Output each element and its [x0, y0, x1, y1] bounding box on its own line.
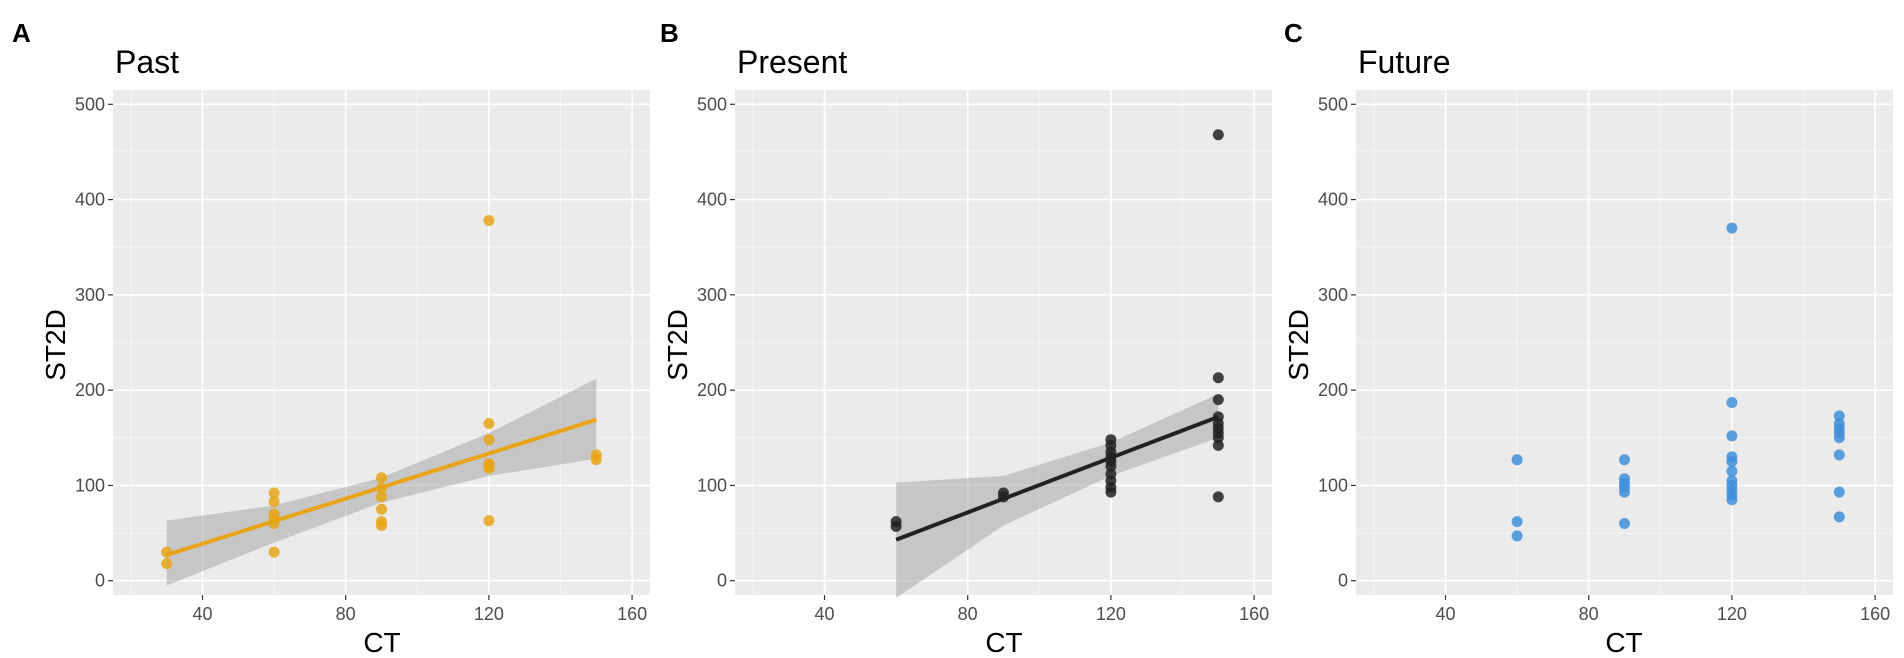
- chart-title: Future: [1358, 44, 1450, 80]
- y-tick-label: 500: [75, 94, 105, 114]
- y-tick-label: 0: [717, 571, 727, 591]
- chart-future: Future CT ST2D 40 80 120 160 0 100 200 300 400 50…: [1283, 44, 1893, 658]
- data-point: [890, 516, 902, 528]
- x-tick-label: 40: [192, 604, 212, 624]
- data-point: [1726, 465, 1738, 477]
- x-axis-label: CT: [1605, 627, 1642, 658]
- data-point: [268, 508, 280, 520]
- chart-past: Past CT ST2D 40 80 120 160 0 100 200 300 400 500: [40, 44, 650, 658]
- data-point: [1726, 451, 1738, 463]
- data-point: [1726, 430, 1738, 442]
- data-point: [483, 215, 495, 227]
- data-point: [161, 558, 173, 570]
- y-tick-label: 300: [75, 285, 105, 305]
- x-tick-label: 160: [1860, 604, 1890, 624]
- x-tick-label: 120: [1096, 604, 1126, 624]
- x-tick-label: 80: [958, 604, 978, 624]
- y-tick-label: 100: [1318, 475, 1348, 495]
- data-point: [1212, 394, 1224, 406]
- data-point: [1105, 434, 1117, 446]
- y-tick-label: 500: [697, 94, 727, 114]
- data-point: [1212, 439, 1224, 451]
- plot-area: [113, 90, 650, 595]
- chart-title: Present: [737, 44, 847, 80]
- x-tick-label: 40: [1435, 604, 1455, 624]
- data-point: [1511, 454, 1523, 466]
- data-point: [1833, 417, 1845, 429]
- panel-label-c: C: [1284, 18, 1303, 48]
- data-point: [1212, 129, 1224, 141]
- data-point: [1511, 530, 1523, 542]
- y-axis-label: ST2D: [40, 309, 71, 381]
- chart-title: Past: [115, 44, 179, 80]
- chart-present: Present CT ST2D 40 80 120 160 0 100 200 300 400 5…: [662, 44, 1272, 658]
- data-point: [1833, 410, 1845, 422]
- data-point: [1726, 475, 1738, 487]
- data-point: [1619, 454, 1630, 466]
- x-axis-label: CT: [363, 627, 400, 658]
- panel-label-b: B: [660, 18, 679, 48]
- data-point: [376, 516, 387, 528]
- data-point: [268, 546, 280, 558]
- y-tick-label: 0: [1338, 571, 1348, 591]
- y-axis-label: ST2D: [662, 309, 693, 381]
- y-tick-label: 100: [75, 475, 105, 495]
- y-tick-label: 0: [95, 571, 105, 591]
- data-point: [483, 417, 495, 429]
- y-tick-label: 300: [1318, 285, 1348, 305]
- y-tick-label: 200: [697, 380, 727, 400]
- y-tick-label: 400: [75, 190, 105, 210]
- data-point: [268, 496, 280, 508]
- data-point: [376, 472, 387, 484]
- data-point: [483, 515, 495, 527]
- data-point: [483, 460, 495, 472]
- y-tick-label: 400: [697, 190, 727, 210]
- y-axis-label: ST2D: [1283, 309, 1314, 381]
- x-tick-label: 160: [1239, 604, 1269, 624]
- data-point: [1726, 222, 1738, 234]
- data-point: [1833, 486, 1845, 498]
- x-tick-label: 80: [336, 604, 356, 624]
- data-point: [1619, 518, 1630, 530]
- data-point: [590, 449, 602, 461]
- y-tick-label: 200: [75, 380, 105, 400]
- data-point: [1833, 449, 1845, 461]
- y-tick-label: 300: [697, 285, 727, 305]
- data-point: [376, 503, 387, 515]
- data-point: [376, 491, 387, 503]
- data-point: [1726, 397, 1738, 409]
- y-tick-label: 400: [1318, 190, 1348, 210]
- x-axis-label: CT: [985, 627, 1022, 658]
- regression-line: [166, 417, 597, 557]
- confidence-band: [896, 393, 1219, 598]
- y-tick-label: 100: [697, 475, 727, 495]
- x-tick-label: 120: [474, 604, 504, 624]
- data-point: [1105, 468, 1117, 480]
- x-tick-label: 160: [617, 604, 647, 624]
- data-point: [1212, 372, 1224, 384]
- y-tick-label: 200: [1318, 380, 1348, 400]
- panel-label-a: A: [12, 18, 31, 48]
- data-point: [1511, 516, 1523, 528]
- data-point: [1833, 511, 1845, 523]
- data-point: [1212, 491, 1224, 503]
- regression-line: [895, 414, 1220, 542]
- plot-area: [735, 90, 1272, 598]
- data-point: [1619, 473, 1630, 485]
- x-tick-label: 40: [814, 604, 834, 624]
- plot-area: [1356, 90, 1893, 595]
- data-point: [1726, 484, 1738, 496]
- data-point: [483, 434, 495, 446]
- x-tick-label: 80: [1579, 604, 1599, 624]
- y-tick-label: 500: [1318, 94, 1348, 114]
- data-point: [268, 487, 280, 499]
- x-tick-label: 120: [1717, 604, 1747, 624]
